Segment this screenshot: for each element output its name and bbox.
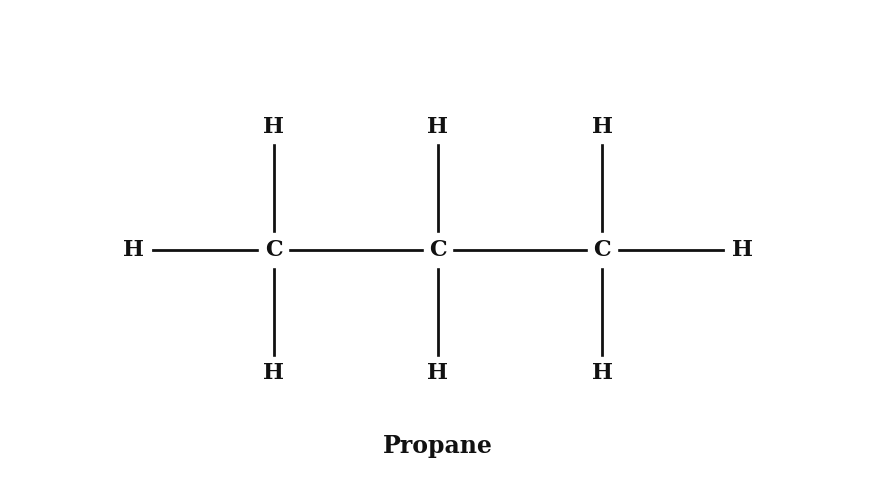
Text: H: H (592, 116, 612, 138)
Text: H: H (592, 362, 612, 384)
Text: C: C (429, 239, 447, 261)
Text: H: H (264, 362, 284, 384)
Text: H: H (732, 239, 752, 261)
Text: C: C (265, 239, 283, 261)
Text: H: H (124, 239, 144, 261)
Text: H: H (264, 116, 284, 138)
Text: H: H (427, 116, 449, 138)
Text: C: C (593, 239, 611, 261)
Text: Propane: Propane (383, 434, 493, 458)
Text: H: H (427, 362, 449, 384)
